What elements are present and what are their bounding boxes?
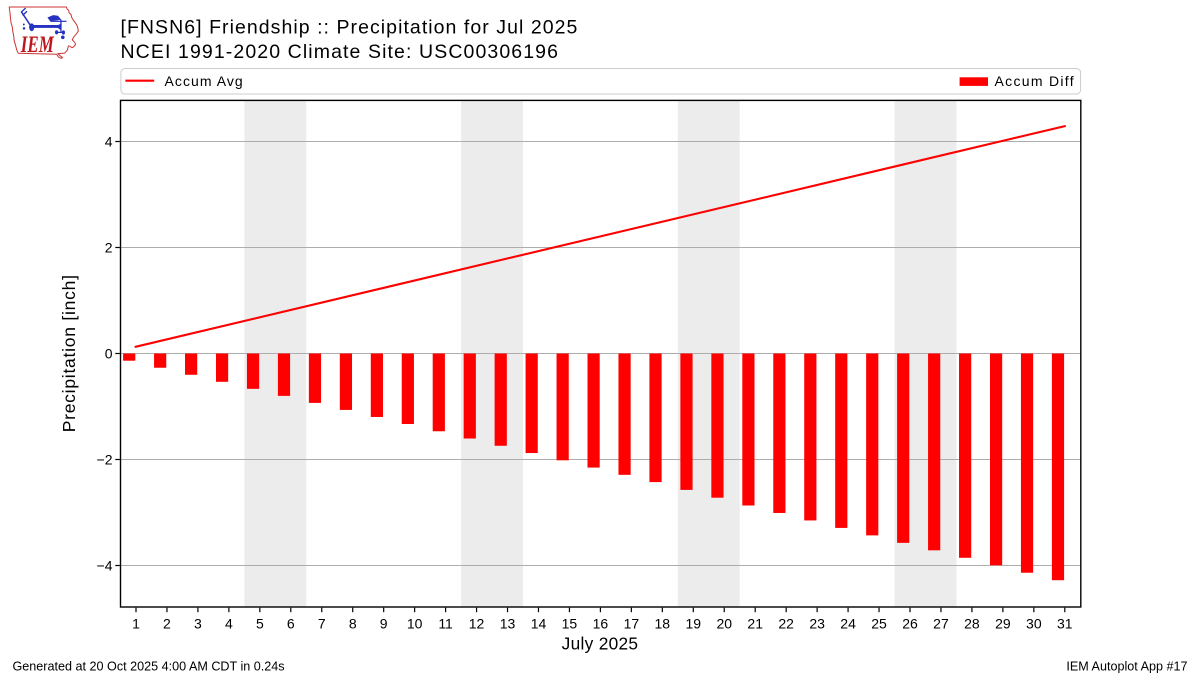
svg-text:26: 26 xyxy=(902,616,918,632)
svg-text:16: 16 xyxy=(593,616,609,632)
svg-text:28: 28 xyxy=(964,616,980,632)
svg-text:[FNSN6] Friendship :: Precipit: [FNSN6] Friendship :: Precipitation for … xyxy=(121,17,579,39)
svg-text:31: 31 xyxy=(1057,616,1073,632)
svg-text:13: 13 xyxy=(500,616,516,632)
svg-text:NCEI 1991-2020 Climate Site: U: NCEI 1991-2020 Climate Site: USC00306196 xyxy=(121,41,560,63)
svg-text:23: 23 xyxy=(809,616,825,632)
svg-text:29: 29 xyxy=(995,616,1011,632)
svg-text:July 2025: July 2025 xyxy=(562,633,639,653)
svg-text:5: 5 xyxy=(256,616,264,632)
svg-text:12: 12 xyxy=(469,616,485,632)
svg-text:27: 27 xyxy=(933,616,949,632)
svg-text:20: 20 xyxy=(716,616,732,632)
svg-text:24: 24 xyxy=(840,616,856,632)
svg-text:4: 4 xyxy=(105,134,113,150)
svg-text:Generated at 20 Oct 2025 4:00: Generated at 20 Oct 2025 4:00 AM CDT in … xyxy=(13,660,285,674)
svg-text:18: 18 xyxy=(655,616,671,632)
svg-text:−4: −4 xyxy=(97,558,113,574)
svg-text:Accum Diff: Accum Diff xyxy=(995,73,1075,89)
svg-text:11: 11 xyxy=(438,616,453,632)
svg-text:IEM Autoplot App #17: IEM Autoplot App #17 xyxy=(1066,659,1187,673)
svg-text:25: 25 xyxy=(871,616,887,632)
svg-text:15: 15 xyxy=(562,616,578,632)
svg-text:IEM: IEM xyxy=(20,32,55,57)
svg-text:2: 2 xyxy=(163,616,171,632)
svg-text:19: 19 xyxy=(685,616,701,632)
svg-text:17: 17 xyxy=(624,616,640,632)
svg-text:3: 3 xyxy=(194,616,202,632)
svg-text:7: 7 xyxy=(318,616,326,632)
svg-text:Accum Avg: Accum Avg xyxy=(165,73,244,89)
svg-text:6: 6 xyxy=(287,616,295,632)
svg-text:30: 30 xyxy=(1026,616,1042,632)
svg-text:14: 14 xyxy=(531,616,547,632)
svg-text:9: 9 xyxy=(380,616,388,632)
svg-text:8: 8 xyxy=(349,616,357,632)
svg-text:0: 0 xyxy=(105,346,113,362)
svg-text:Precipitation [inch]: Precipitation [inch] xyxy=(59,274,79,432)
svg-text:1: 1 xyxy=(132,616,140,632)
svg-text:22: 22 xyxy=(778,616,794,632)
svg-text:2: 2 xyxy=(105,240,113,256)
svg-text:10: 10 xyxy=(407,616,423,632)
svg-text:−2: −2 xyxy=(97,452,113,468)
svg-text:4: 4 xyxy=(225,616,233,632)
svg-text:21: 21 xyxy=(747,616,763,632)
